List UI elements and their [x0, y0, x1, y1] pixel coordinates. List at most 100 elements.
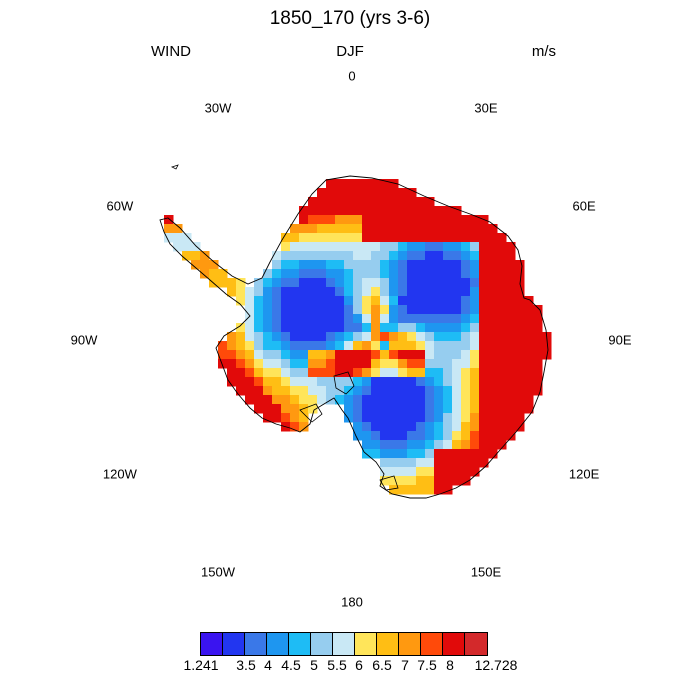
- wind-cell: [461, 413, 471, 423]
- wind-cell: [299, 359, 309, 369]
- wind-cell: [263, 287, 273, 297]
- wind-cell: [299, 395, 309, 405]
- wind-cell: [380, 431, 390, 441]
- wind-cell: [380, 467, 390, 477]
- wind-cell: [407, 305, 417, 315]
- wind-cell: [506, 296, 516, 306]
- wind-cell: [371, 287, 381, 297]
- wind-cell: [461, 287, 471, 297]
- wind-cell: [344, 404, 354, 414]
- wind-cell: [281, 251, 291, 261]
- wind-cell: [326, 188, 336, 198]
- wind-cell: [290, 395, 300, 405]
- wind-cell: [290, 386, 300, 396]
- wind-cell: [371, 341, 381, 351]
- wind-cell: [326, 368, 336, 378]
- wind-cell: [425, 440, 435, 450]
- wind-cell: [290, 260, 300, 270]
- wind-cell: [497, 413, 507, 423]
- wind-cell: [344, 242, 354, 252]
- wind-cell: [344, 359, 354, 369]
- longitude-label: 60E: [572, 198, 596, 214]
- wind-cell: [425, 278, 435, 288]
- wind-cell: [236, 341, 246, 351]
- wind-cell: [263, 386, 273, 396]
- wind-cell: [362, 440, 372, 450]
- wind-cell: [488, 341, 498, 351]
- wind-cell: [452, 233, 462, 243]
- wind-cell: [443, 413, 453, 423]
- wind-cell: [389, 476, 399, 486]
- wind-cell: [290, 305, 300, 315]
- longitude-label: 60W: [106, 198, 134, 214]
- wind-cell: [488, 251, 498, 261]
- wind-cell: [497, 386, 507, 396]
- wind-cell: [344, 377, 354, 387]
- wind-cell: [524, 296, 534, 306]
- wind-cell: [407, 377, 417, 387]
- wind-cell: [488, 440, 498, 450]
- wind-cell: [353, 242, 363, 252]
- wind-cell: [353, 350, 363, 360]
- colorbar-box: [465, 633, 487, 655]
- wind-cell: [416, 287, 426, 297]
- wind-cell: [272, 323, 282, 333]
- wind-cell: [398, 188, 408, 198]
- wind-cell: [452, 458, 462, 468]
- wind-cell: [389, 305, 399, 315]
- wind-cell: [317, 296, 327, 306]
- wind-cell: [335, 314, 345, 324]
- wind-cell: [443, 422, 453, 432]
- wind-cell: [344, 341, 354, 351]
- wind-cell: [236, 377, 246, 387]
- wind-cell: [389, 206, 399, 216]
- wind-cell: [335, 305, 345, 315]
- wind-cell: [461, 269, 471, 279]
- wind-cell: [389, 359, 399, 369]
- wind-cell: [344, 206, 354, 216]
- wind-cell: [218, 341, 228, 351]
- wind-cell: [353, 341, 363, 351]
- wind-cell: [506, 422, 516, 432]
- colorbar-label: 7: [401, 657, 409, 673]
- wind-cell: [434, 260, 444, 270]
- wind-cell: [371, 368, 381, 378]
- wind-cell: [389, 467, 399, 477]
- wind-cell: [371, 386, 381, 396]
- wind-cell: [263, 413, 273, 423]
- wind-cell: [326, 332, 336, 342]
- wind-cell: [470, 395, 480, 405]
- wind-cell: [254, 359, 264, 369]
- center-subtitle: DJF: [336, 43, 364, 60]
- wind-cell: [452, 413, 462, 423]
- wind-cell: [317, 350, 327, 360]
- wind-cell: [497, 332, 507, 342]
- wind-cell: [452, 305, 462, 315]
- wind-cell: [425, 296, 435, 306]
- wind-cell: [326, 197, 336, 207]
- wind-cell: [488, 449, 498, 459]
- wind-cell: [335, 197, 345, 207]
- wind-cell: [398, 413, 408, 423]
- wind-cell: [317, 314, 327, 324]
- wind-cell: [236, 359, 246, 369]
- wind-cell: [443, 386, 453, 396]
- wind-cell: [335, 386, 345, 396]
- wind-cell: [344, 305, 354, 315]
- wind-cell: [461, 341, 471, 351]
- wind-cell: [362, 359, 372, 369]
- wind-cell: [425, 341, 435, 351]
- wind-cell: [326, 314, 336, 324]
- wind-cell: [290, 341, 300, 351]
- wind-cell: [389, 179, 399, 189]
- wind-cell: [281, 314, 291, 324]
- wind-cell: [434, 386, 444, 396]
- wind-cell: [425, 449, 435, 459]
- wind-cell: [398, 296, 408, 306]
- wind-cell: [488, 413, 498, 423]
- wind-cell: [479, 341, 489, 351]
- wind-cell: [506, 368, 516, 378]
- wind-cell: [461, 476, 471, 486]
- wind-cell: [389, 215, 399, 225]
- longitude-label: 0: [348, 68, 356, 84]
